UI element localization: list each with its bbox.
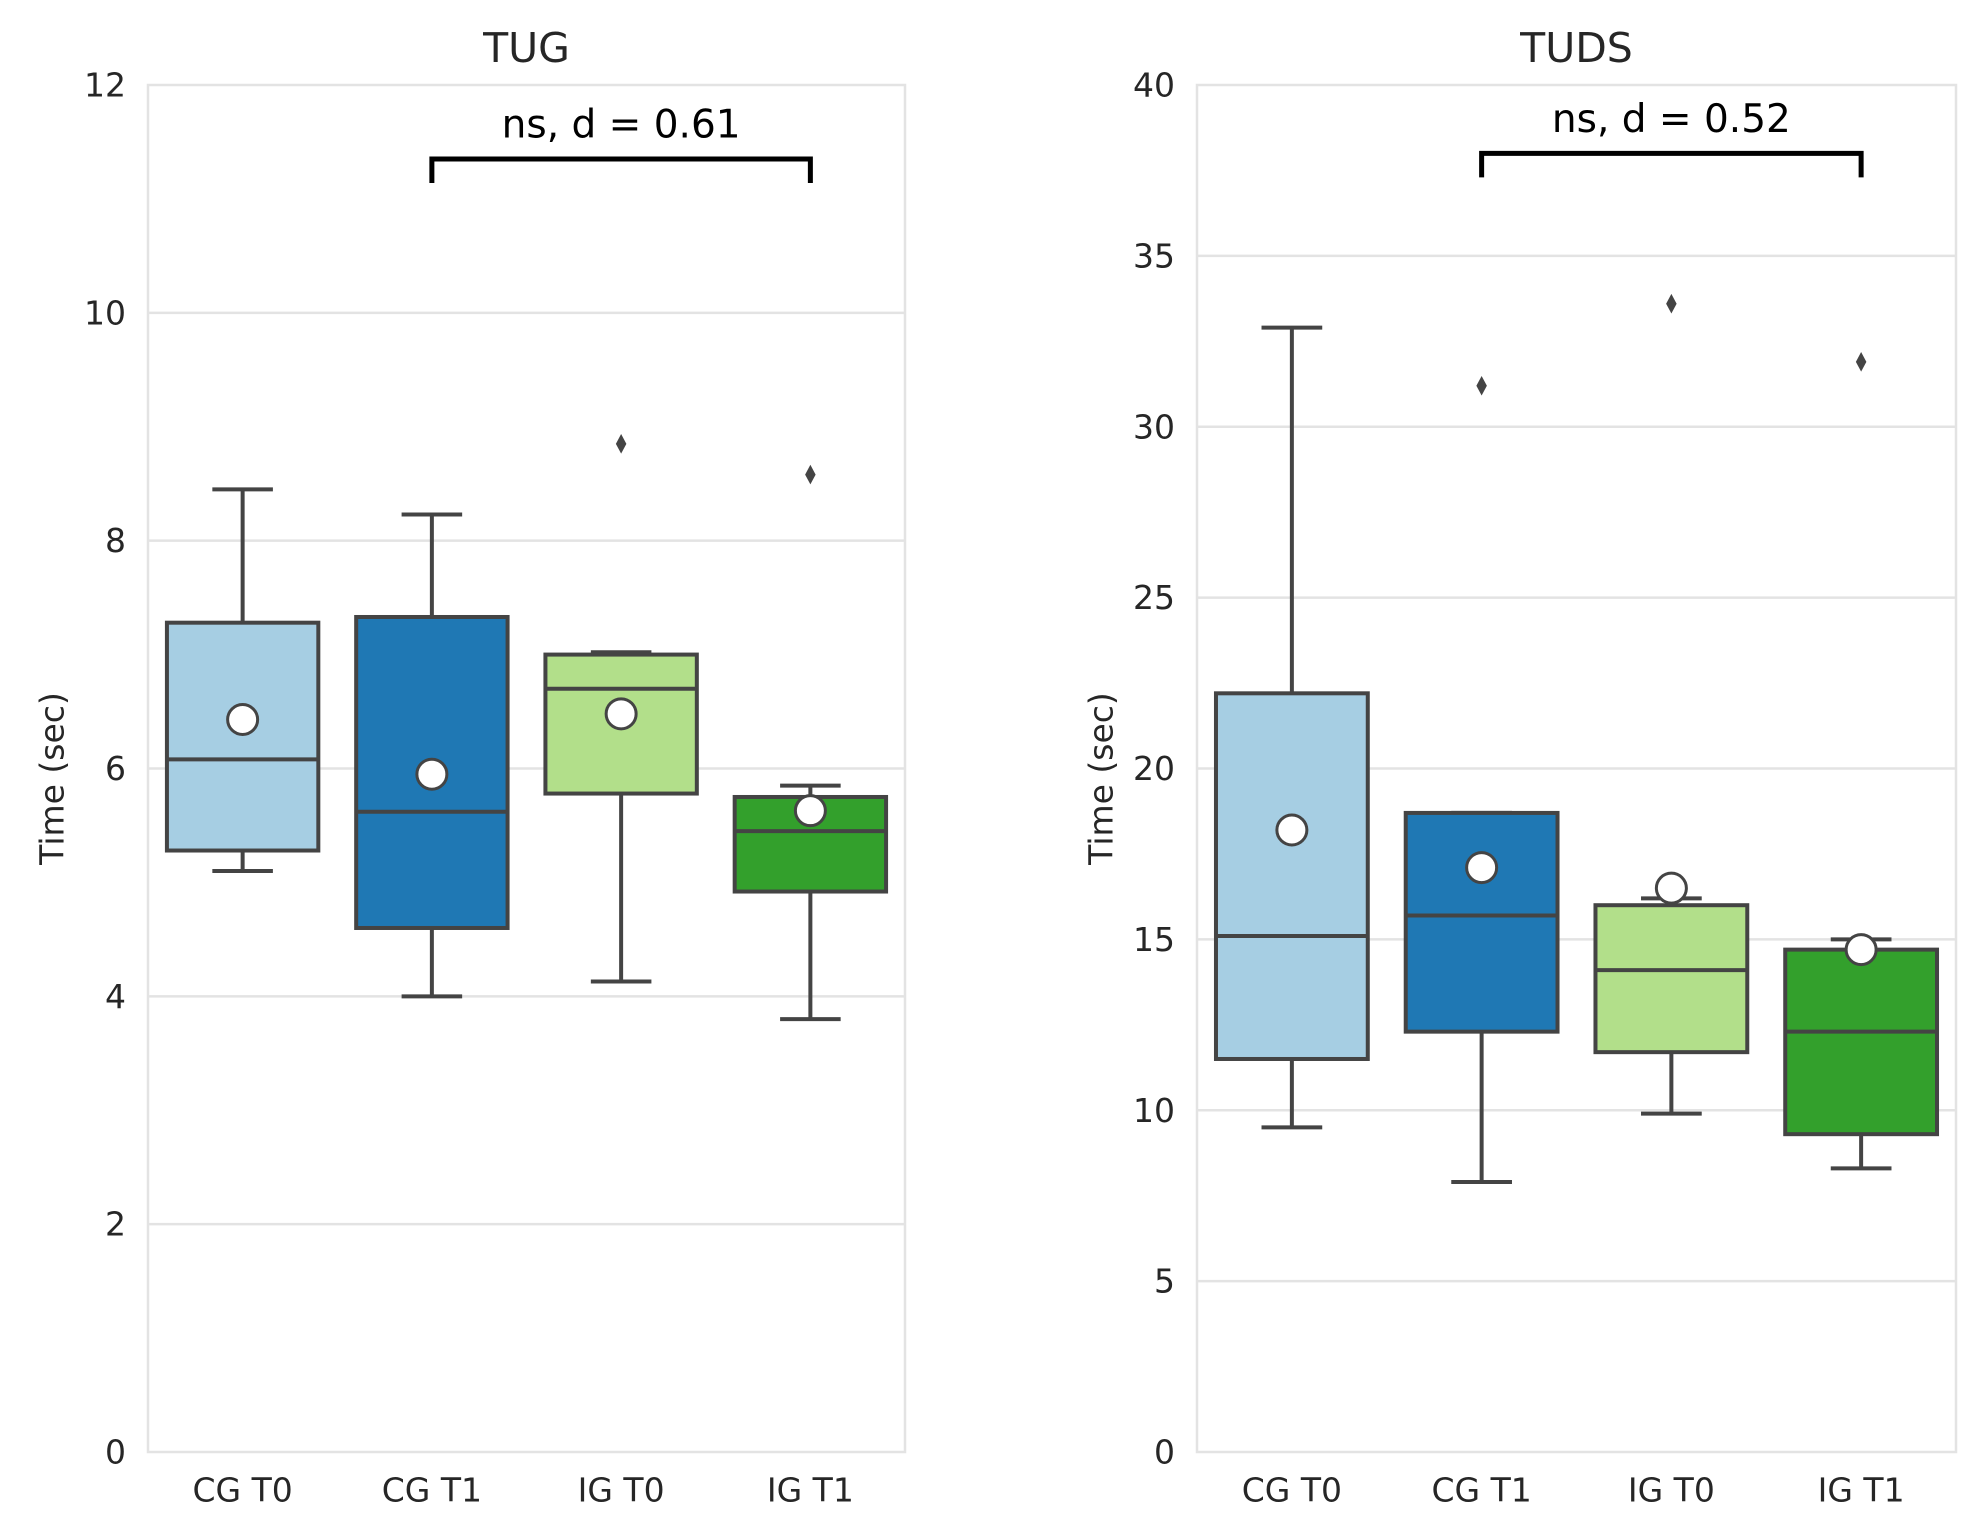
y-tick-label: 8 xyxy=(105,521,126,560)
box-group-ig-t1 xyxy=(732,464,889,1022)
mean-marker xyxy=(226,703,260,737)
x-tick-label: IG T1 xyxy=(767,1471,854,1510)
y-axis-label: Time (sec) xyxy=(33,692,72,866)
plot-frame xyxy=(146,83,907,1454)
box-group-cg-t0 xyxy=(1213,325,1370,1130)
box-group-cg-t1 xyxy=(1403,375,1560,1185)
y-tick-label: 25 xyxy=(1133,578,1175,617)
mean-marker xyxy=(1465,851,1499,885)
y-axis-label: Time (sec) xyxy=(1082,692,1121,866)
y-tick-label: 40 xyxy=(1133,66,1175,105)
box xyxy=(1783,947,1940,1137)
chart-panel-tuds: 0 5 10 15 20 25 30 35 40 Time (sec) TUDS CG T0 CG T1… xyxy=(1082,24,1958,1510)
x-tick-label: CG T0 xyxy=(192,1471,292,1510)
chart-panel-tug: 0 2 4 6 8 10 12 Time (sec) TUG CG T0 CG T1 IG T0 IG … xyxy=(33,24,907,1510)
box xyxy=(1213,691,1370,1061)
x-tick-label: IG T0 xyxy=(1628,1471,1715,1510)
outlier-point xyxy=(1666,293,1677,314)
box xyxy=(164,620,321,853)
x-tick-label: CG T0 xyxy=(1242,1471,1342,1510)
significance-bracket xyxy=(1479,150,1864,178)
y-tick-label: 6 xyxy=(105,749,126,788)
significance-bracket xyxy=(429,156,813,184)
y-tick-label: 12 xyxy=(84,66,126,105)
mean-marker xyxy=(604,697,638,731)
significance-label: ns, d = 0.61 xyxy=(502,103,741,148)
box xyxy=(1403,810,1560,1034)
y-tick-label: 35 xyxy=(1133,236,1175,275)
y-tick-label: 20 xyxy=(1133,749,1175,788)
box-group-ig-t0 xyxy=(543,434,699,984)
chart-title: TUG xyxy=(482,24,570,72)
mean-marker xyxy=(1654,871,1688,905)
y-tick-label: 10 xyxy=(1133,1091,1175,1130)
y-tick-label: 2 xyxy=(105,1205,126,1244)
mean-marker xyxy=(1844,933,1878,967)
plot-frame xyxy=(1195,83,1958,1454)
box-group-cg-t1 xyxy=(354,512,510,999)
x-tick-label: CG T1 xyxy=(1431,1471,1531,1510)
y-tick-label: 0 xyxy=(105,1433,126,1472)
outlier-point xyxy=(1476,375,1487,396)
box-group-cg-t0 xyxy=(164,487,321,874)
y-tick-label: 5 xyxy=(1154,1262,1175,1301)
outlier-point xyxy=(615,434,627,454)
y-tick-label: 15 xyxy=(1133,920,1175,959)
y-tick-label: 30 xyxy=(1133,407,1175,446)
mean-marker xyxy=(793,794,827,828)
x-tick-label: IG T0 xyxy=(578,1471,665,1510)
significance-label: ns, d = 0.52 xyxy=(1552,97,1791,142)
box-group-ig-t0 xyxy=(1593,293,1750,1116)
box xyxy=(1593,903,1750,1055)
x-tick-label: CG T1 xyxy=(382,1471,482,1510)
y-tick-label: 4 xyxy=(105,977,126,1016)
mean-marker xyxy=(1275,813,1309,847)
chart-title: TUDS xyxy=(1519,24,1633,72)
y-tick-label: 0 xyxy=(1154,1433,1175,1472)
mean-marker xyxy=(415,757,449,791)
y-tick-label: 10 xyxy=(84,293,126,332)
box-group-ig-t1 xyxy=(1783,352,1940,1171)
outlier-point xyxy=(1855,352,1867,372)
x-tick-label: IG T1 xyxy=(1818,1471,1905,1510)
outlier-point xyxy=(805,464,816,485)
